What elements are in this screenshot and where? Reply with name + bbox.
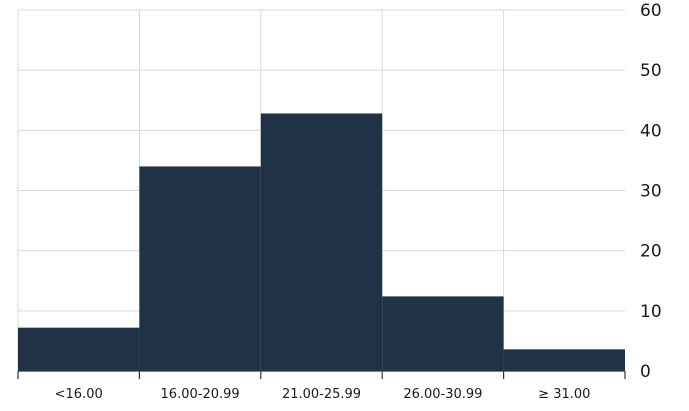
y-tick-label: 0 [640,362,651,382]
x-tick-label: 21.00-25.99 [282,387,361,402]
y-tick-label: 20 [640,242,662,262]
x-tick-label: <16.00 [55,387,103,402]
histogram-bar [260,113,383,371]
axis-layer [17,370,626,379]
bar-layer [18,113,625,371]
histogram-bar [18,327,140,371]
histogram-bar [139,166,261,371]
label-layer: 0 10 20 30 40 50 60 <16.00 16.00-20.99 21.00-25.9… [55,1,662,402]
histogram-bar [382,296,504,371]
y-tick-label: 10 [640,302,662,322]
y-tick-label: 40 [640,121,662,141]
x-tick-label: 26.00-30.99 [403,387,482,402]
histogram-bar [503,349,625,371]
y-tick-label: 30 [640,182,662,202]
y-tick-label: 60 [640,1,662,21]
x-tick-label: ≥ 31.00 [538,387,590,402]
x-tick-label: 16.00-20.99 [161,387,240,402]
y-tick-label: 50 [640,61,662,81]
